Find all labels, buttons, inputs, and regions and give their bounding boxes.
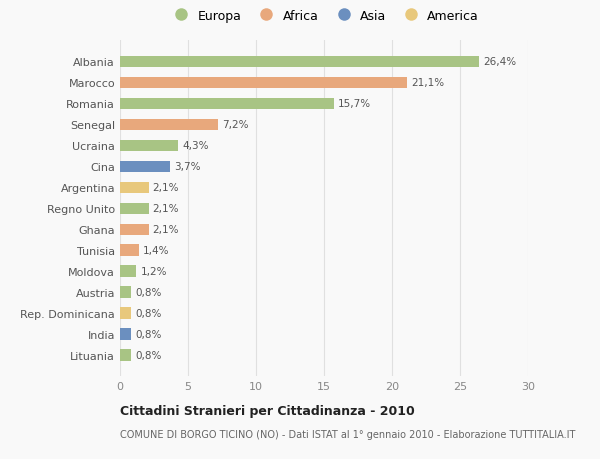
Text: 2,1%: 2,1% [152, 183, 179, 193]
Text: COMUNE DI BORGO TICINO (NO) - Dati ISTAT al 1° gennaio 2010 - Elaborazione TUTTI: COMUNE DI BORGO TICINO (NO) - Dati ISTAT… [120, 429, 575, 439]
Bar [120, 329, 131, 340]
Bar [120, 203, 149, 215]
Bar [120, 224, 149, 235]
Bar [120, 140, 178, 152]
Bar [120, 161, 170, 173]
Bar [120, 266, 136, 277]
Bar [120, 78, 407, 89]
Bar [120, 56, 479, 68]
Text: 1,4%: 1,4% [143, 246, 170, 256]
Text: 0,8%: 0,8% [135, 350, 161, 360]
Legend: Europa, Africa, Asia, America: Europa, Africa, Asia, America [166, 7, 482, 25]
Text: 3,7%: 3,7% [175, 162, 201, 172]
Text: 0,8%: 0,8% [135, 288, 161, 297]
Bar [120, 287, 131, 298]
Text: 21,1%: 21,1% [411, 78, 444, 88]
Text: 7,2%: 7,2% [222, 120, 248, 130]
Bar [120, 245, 139, 257]
Text: 0,8%: 0,8% [135, 308, 161, 319]
Text: 0,8%: 0,8% [135, 330, 161, 340]
Text: 1,2%: 1,2% [140, 267, 167, 277]
Bar [120, 182, 149, 194]
Text: 15,7%: 15,7% [338, 99, 371, 109]
Text: 4,3%: 4,3% [182, 141, 209, 151]
Text: 2,1%: 2,1% [152, 225, 179, 235]
Text: Cittadini Stranieri per Cittadinanza - 2010: Cittadini Stranieri per Cittadinanza - 2… [120, 404, 415, 417]
Bar [120, 119, 218, 131]
Text: 2,1%: 2,1% [152, 204, 179, 214]
Bar [120, 350, 131, 361]
Text: 26,4%: 26,4% [483, 57, 516, 67]
Bar [120, 98, 334, 110]
Bar [120, 308, 131, 319]
